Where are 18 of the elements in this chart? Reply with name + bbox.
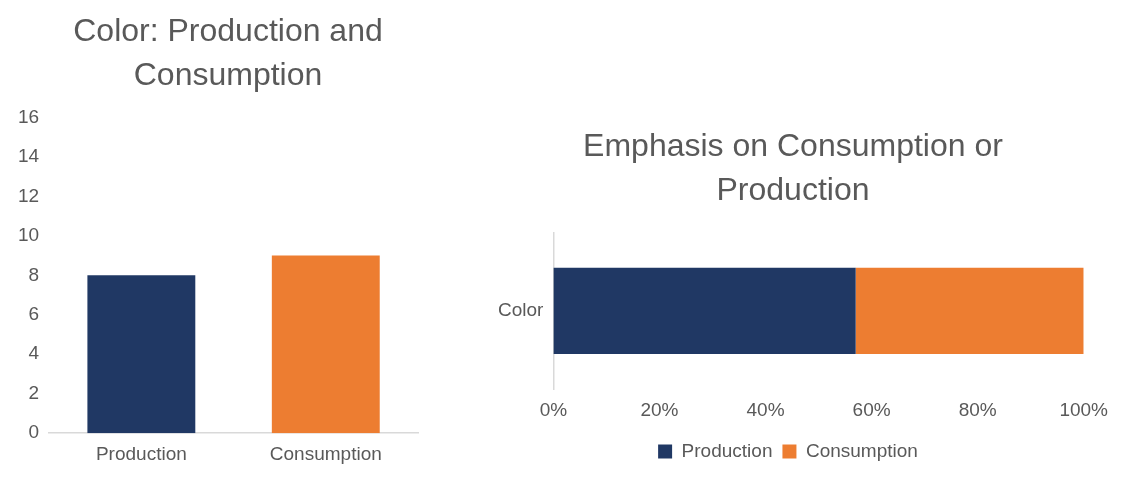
y-tick-label: Color <box>498 299 545 321</box>
y-tick-label: 14 <box>17 145 40 167</box>
y-tick-label: 6 <box>28 303 40 325</box>
y-tick-label: 10 <box>17 224 40 246</box>
y-tick-label: 2 <box>28 381 40 403</box>
chart-title: Color: Production and Consumption <box>72 11 384 94</box>
x-tick-label: 80% <box>958 398 997 420</box>
x-tick-label: 60% <box>852 398 891 420</box>
y-tick-label: 12 <box>17 184 40 206</box>
x-tick-label: 0% <box>539 398 568 420</box>
y-tick-label: 8 <box>28 263 40 285</box>
y-tick-label: 4 <box>28 342 40 364</box>
x-tick-label: 100% <box>1059 398 1109 420</box>
y-tick-label: 16 <box>17 105 40 127</box>
chart-title: Emphasis on Consumption or Production <box>582 126 1004 209</box>
y-tick-label: 0 <box>28 421 40 443</box>
x-tick-label: 20% <box>640 398 679 420</box>
x-tick-label: 40% <box>746 398 785 420</box>
